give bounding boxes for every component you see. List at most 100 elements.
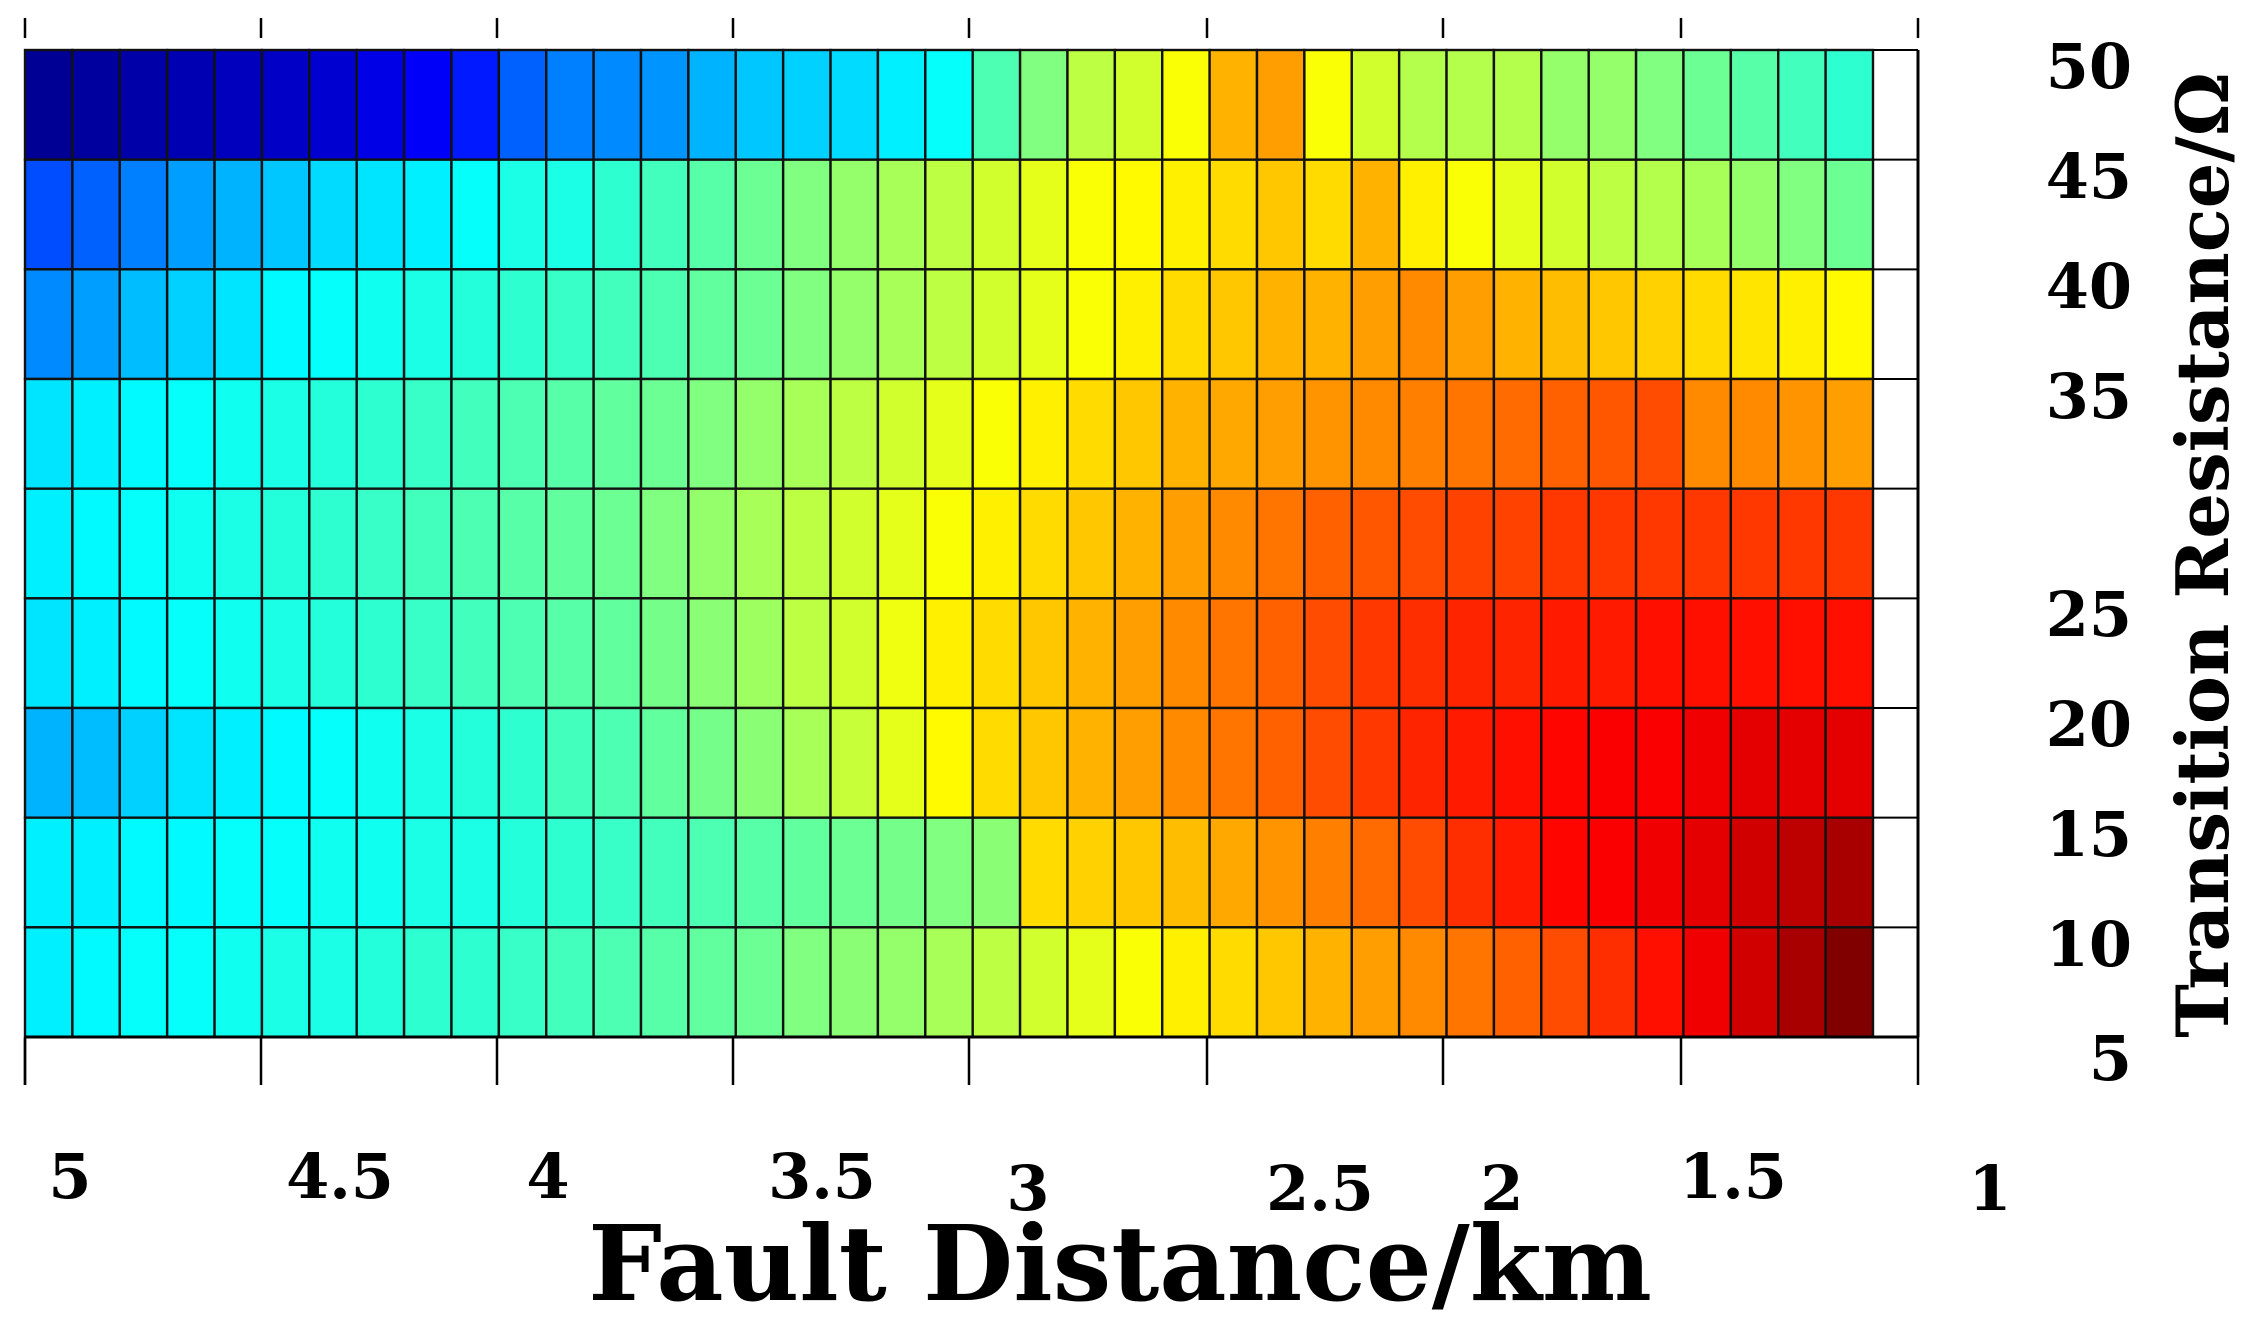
heatmap-cell: [1824, 597, 1875, 710]
heatmap-cell: [1540, 597, 1590, 710]
heatmap-cell: [402, 816, 453, 929]
heatmap-cell: [1682, 268, 1733, 381]
y-tick-label: 5: [2089, 1022, 2132, 1095]
heatmap-cell: [497, 706, 548, 819]
heatmap-cell: [1255, 816, 1306, 929]
heatmap-cell: [355, 268, 406, 381]
heatmap-cell: [1729, 706, 1780, 819]
heatmap-cell: [592, 706, 643, 819]
heatmap-cell: [1445, 487, 1496, 600]
heatmap-cell: [355, 816, 406, 929]
heatmap-cell: [1066, 597, 1117, 710]
heatmap-cell: [687, 816, 737, 929]
heatmap-cell: [118, 926, 169, 1039]
heatmap-cell: [876, 268, 927, 381]
heatmap-cell: [1161, 268, 1211, 381]
heatmap-cell: [308, 487, 358, 600]
heatmap-cell: [1777, 816, 1827, 929]
heatmap-cell: [165, 268, 216, 381]
heatmap-cell: [592, 816, 643, 929]
heatmap-cell: [924, 48, 974, 161]
heatmap-cell: [450, 706, 501, 819]
heatmap-cell: [545, 158, 595, 271]
x-tick-labels: 5 4.5 4 3.5 3 2.5 2 1.5 1: [48, 1140, 2011, 1225]
x-tick-label: 3: [1006, 1152, 1049, 1225]
heatmap-cell: [213, 487, 264, 600]
heatmap-cell: [1113, 597, 1164, 710]
heatmap-cell: [402, 706, 453, 819]
heatmap-cell: [1113, 487, 1164, 600]
heatmap-cell: [450, 158, 501, 271]
heatmap-cell: [1634, 597, 1685, 710]
heatmap-cell: [1777, 158, 1827, 271]
heatmap-cell: [23, 597, 74, 710]
heatmap-cell: [781, 816, 832, 929]
heatmap-cell: [545, 926, 595, 1039]
heatmap-cell: [592, 597, 643, 710]
heatmap-cell: [1018, 268, 1069, 381]
heatmap-cell: [639, 816, 690, 929]
heatmap-cell: [1208, 816, 1259, 929]
heatmap-cell: [781, 597, 832, 710]
heatmap-cell: [497, 597, 548, 710]
heatmap-cell: [1397, 487, 1448, 600]
x-tick-label: 2.5: [1266, 1152, 1374, 1225]
heatmap-cell: [639, 377, 690, 490]
heatmap-cell: [687, 158, 737, 271]
x-axis-label: Fault Distance/km: [588, 1202, 1652, 1322]
heatmap-cell: [876, 487, 927, 600]
heatmap-cell: [1208, 158, 1259, 271]
heatmap-cell: [23, 158, 74, 271]
heatmap-cell: [1161, 158, 1211, 271]
heatmap-cell: [876, 377, 927, 490]
heatmap-cell: [355, 926, 406, 1039]
heatmap-cell: [1634, 816, 1685, 929]
heatmap-cell: [355, 48, 406, 161]
heatmap-cell: [1682, 158, 1733, 271]
heatmap-cell: [165, 487, 216, 600]
heatmap-cell: [545, 268, 595, 381]
heatmap-cell: [450, 48, 501, 161]
heatmap-cell: [1492, 816, 1543, 929]
heatmap-cell: [687, 48, 737, 161]
heatmap-cell: [118, 268, 169, 381]
heatmap-cell: [402, 48, 453, 161]
heatmap-cell: [1113, 816, 1164, 929]
heatmap-cell: [876, 706, 927, 819]
heatmap-cell: [639, 487, 690, 600]
heatmap-cell: [1824, 48, 1875, 161]
x-tick-label: 4.5: [286, 1140, 394, 1213]
heatmap-cell: [734, 268, 785, 381]
heatmap-cell: [1729, 48, 1780, 161]
heatmap-cell: [1397, 816, 1448, 929]
heatmap-cell: [1113, 926, 1164, 1039]
heatmap-cell: [734, 48, 785, 161]
heatmap-cell: [1161, 706, 1211, 819]
heatmap-cell: [213, 268, 264, 381]
heatmap-cell: [1113, 158, 1164, 271]
heatmap-cell: [1729, 158, 1780, 271]
heatmap-cell: [1018, 487, 1069, 600]
heatmap-cell: [1255, 597, 1306, 710]
heatmap-cell: [450, 377, 501, 490]
heatmap-cell: [118, 158, 169, 271]
heatmap-cell: [1208, 48, 1259, 161]
heatmap-cell: [1113, 377, 1164, 490]
heatmap-cell: [1540, 487, 1590, 600]
heatmap-cell: [829, 377, 880, 490]
heatmap-cell: [1587, 816, 1638, 929]
heatmap-cell: [876, 158, 927, 271]
heatmap-cell: [1303, 926, 1353, 1039]
heatmap-cell: [1445, 597, 1496, 710]
heatmap-cell: [1587, 268, 1638, 381]
heatmap-cell: [1729, 597, 1780, 710]
heatmap-cell: [924, 706, 974, 819]
heatmap-cell: [1255, 158, 1306, 271]
heatmap-cell: [1161, 487, 1211, 600]
heatmap-cell: [1350, 597, 1401, 710]
y-tick-label: 45: [2046, 140, 2132, 213]
heatmap-cell: [1018, 926, 1069, 1039]
heatmap-cell: [781, 48, 832, 161]
heatmap-cell: [308, 377, 358, 490]
